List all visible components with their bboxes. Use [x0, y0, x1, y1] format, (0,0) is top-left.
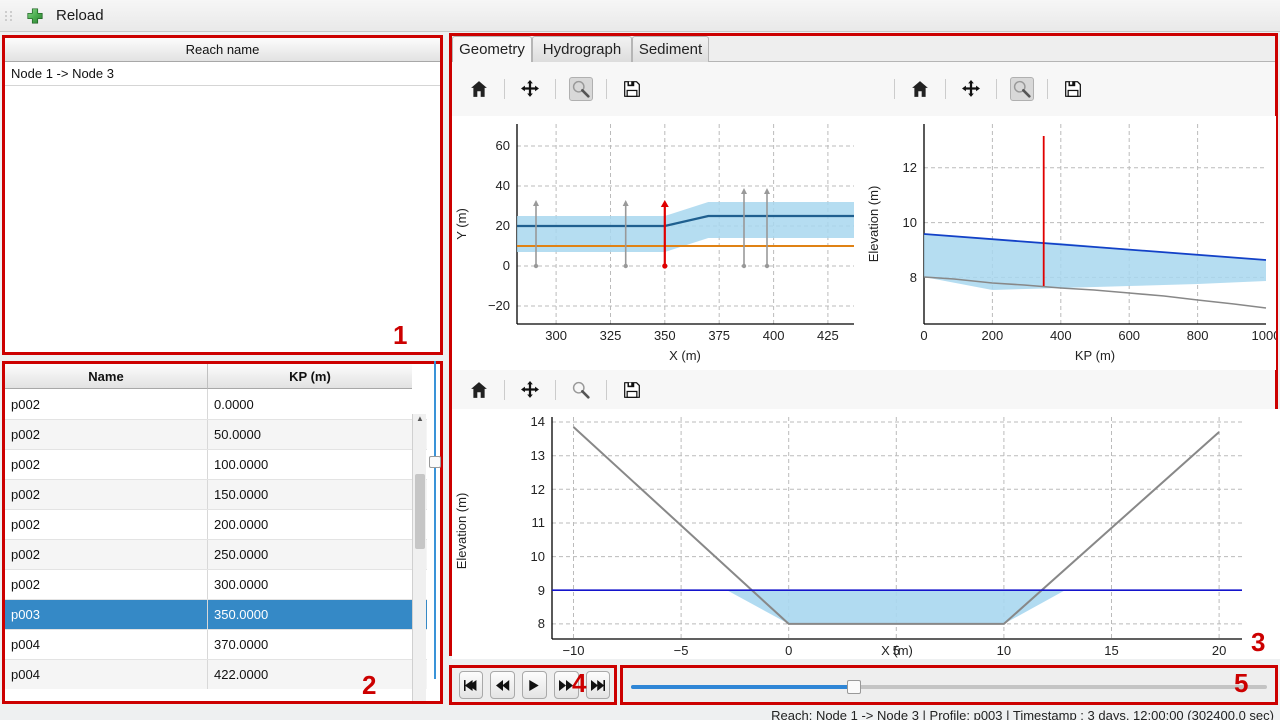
svg-text:13: 13: [531, 448, 545, 463]
svg-text:8: 8: [909, 270, 916, 285]
svg-text:X (m): X (m): [669, 348, 701, 363]
svg-text:10: 10: [902, 215, 916, 230]
svg-text:40: 40: [496, 178, 510, 193]
svg-text:X (m): X (m): [881, 643, 913, 658]
svg-text:9: 9: [538, 583, 545, 598]
svg-text:0: 0: [920, 328, 927, 343]
svg-text:1000: 1000: [1251, 328, 1275, 343]
svg-text:14: 14: [531, 414, 545, 429]
svg-text:20: 20: [1212, 643, 1226, 658]
svg-text:0: 0: [785, 643, 792, 658]
svg-text:10: 10: [997, 643, 1011, 658]
svg-text:400: 400: [763, 328, 785, 343]
svg-text:−5: −5: [674, 643, 689, 658]
svg-text:15: 15: [1104, 643, 1118, 658]
svg-text:8: 8: [538, 616, 545, 631]
svg-text:11: 11: [532, 515, 546, 530]
svg-text:−10: −10: [562, 643, 584, 658]
svg-text:350: 350: [654, 328, 676, 343]
svg-text:Elevation (m): Elevation (m): [866, 186, 881, 263]
svg-text:10: 10: [531, 549, 545, 564]
svg-text:325: 325: [600, 328, 622, 343]
svg-text:800: 800: [1186, 328, 1208, 343]
svg-text:400: 400: [1049, 328, 1071, 343]
svg-text:375: 375: [708, 328, 730, 343]
svg-text:−20: −20: [488, 298, 510, 313]
svg-text:KP (m): KP (m): [1074, 348, 1114, 363]
svg-text:12: 12: [902, 160, 916, 175]
svg-text:200: 200: [981, 328, 1003, 343]
svg-text:12: 12: [531, 482, 545, 497]
svg-text:0: 0: [503, 258, 510, 273]
svg-text:425: 425: [817, 328, 839, 343]
svg-text:300: 300: [545, 328, 567, 343]
svg-text:600: 600: [1118, 328, 1140, 343]
svg-text:60: 60: [496, 138, 510, 153]
svg-text:Y (m): Y (m): [454, 208, 469, 240]
svg-text:Elevation (m): Elevation (m): [454, 493, 469, 570]
svg-text:20: 20: [496, 218, 510, 233]
